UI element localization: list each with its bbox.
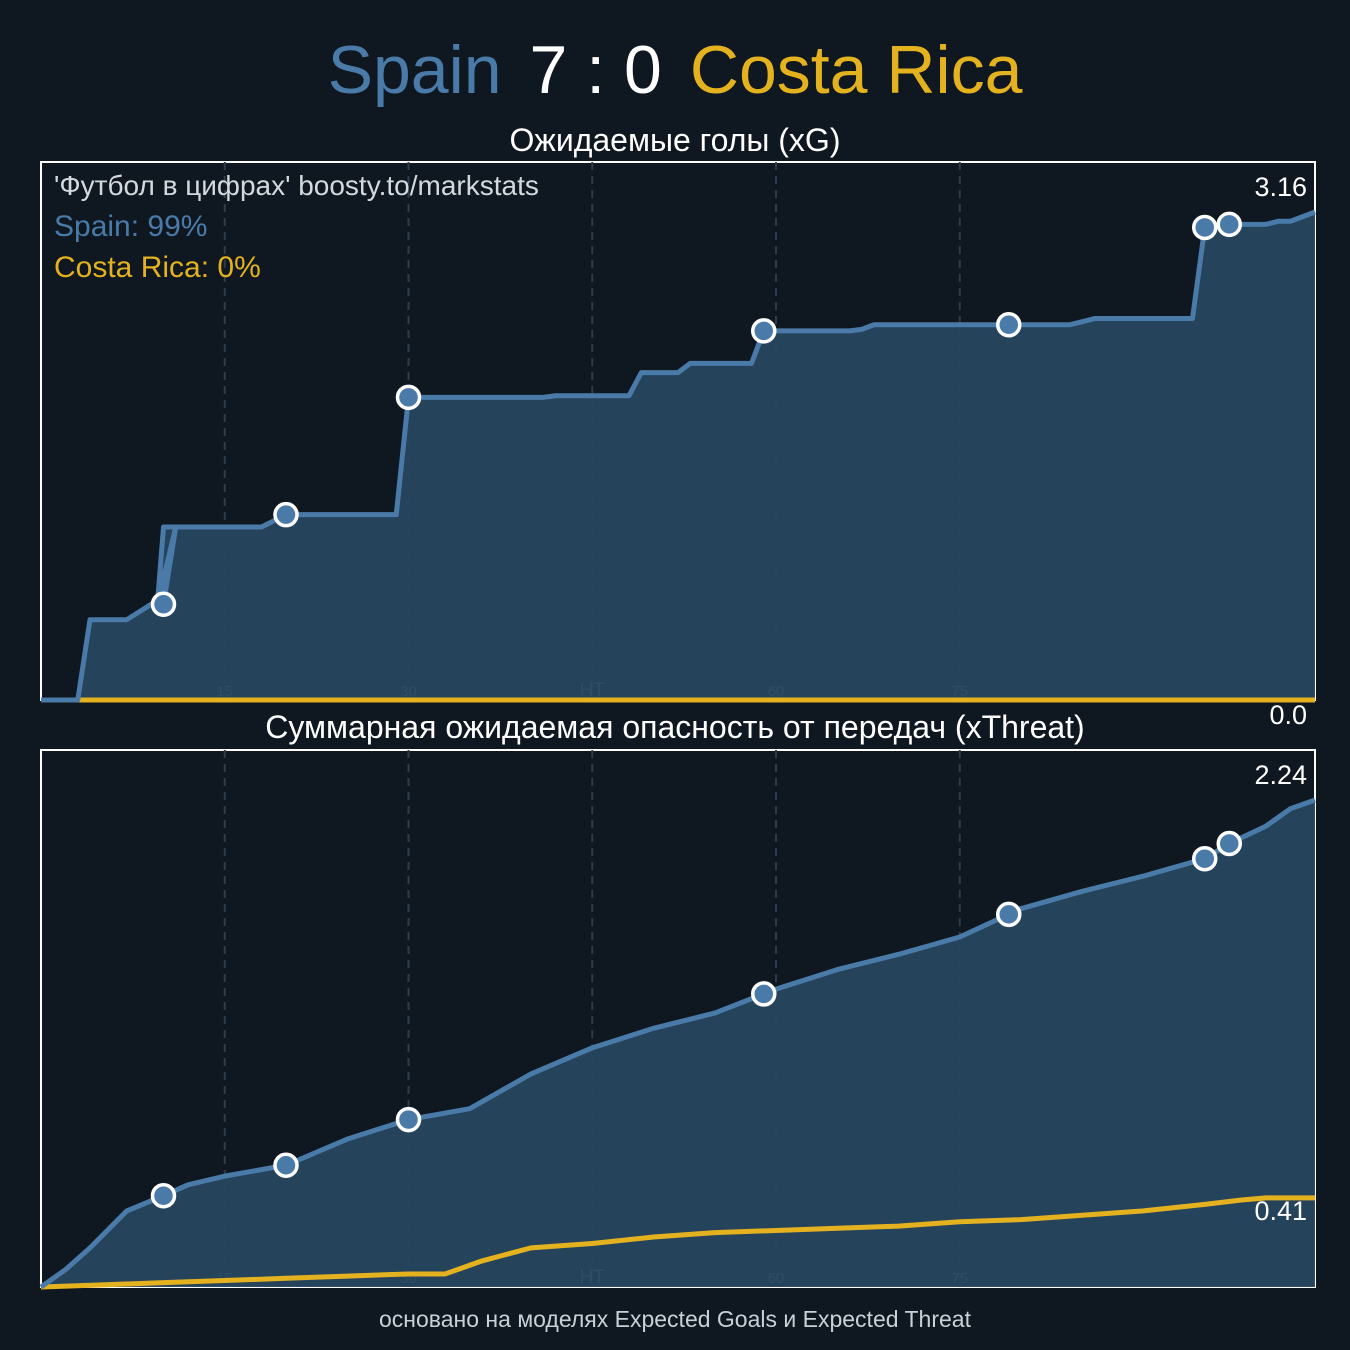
xthreat-goal-marker — [273, 1152, 299, 1178]
xg-chart-title: Ожидаемые голы (xG) — [509, 122, 841, 158]
legend-home: Spain: 99% — [54, 210, 208, 243]
xthreat-goal-marker — [395, 1106, 422, 1133]
xg-goal-marker — [1192, 214, 1218, 241]
xg-goal-marker — [996, 311, 1022, 338]
xthreat-away-end-label: 0.41 — [1254, 1196, 1307, 1226]
xg-chart: 1530HT60753.160.0 — [40, 161, 1316, 730]
xg-goal-marker — [273, 501, 299, 528]
xthreat-goal-marker — [1192, 845, 1218, 872]
xthreat-away-line — [40, 1195, 1315, 1290]
xg-goal-marker — [150, 591, 177, 618]
match-title: Spain 7 : 0 Costa Rica — [0, 30, 1350, 110]
xthreat-goal-marker — [751, 981, 777, 1007]
xthreat-goal-marker — [996, 901, 1022, 928]
xg-home-end-label: 3.16 — [1254, 172, 1307, 202]
match-score: 7 : 0 — [529, 32, 662, 108]
home-team-name: Spain — [327, 32, 502, 108]
xg-goal-marker — [751, 318, 777, 344]
xthreat-home-end-label: 2.24 — [1254, 760, 1307, 790]
footer-note: основано на моделях Expected Goals и Exp… — [379, 1306, 971, 1332]
legend-away: Costa Rica: 0% — [54, 251, 261, 284]
xg-away-end-label: 0.0 — [1269, 700, 1307, 730]
xthreat-goal-marker — [1216, 830, 1242, 857]
xthreat-chart: 1530HT60752.240.41 — [39, 749, 1316, 1290]
xthreat-chart-title: Суммарная ожидаемая опасность от передач… — [265, 709, 1085, 745]
xg-goal-marker — [395, 384, 422, 411]
watermark-text: 'Футбол в цифрах' boosty.to/markstats — [54, 170, 539, 201]
xg-home-area — [41, 212, 1315, 700]
xthreat-goal-marker — [150, 1182, 177, 1209]
away-team-name: Costa Rica — [689, 32, 1023, 108]
xg-goal-marker — [1216, 211, 1242, 238]
